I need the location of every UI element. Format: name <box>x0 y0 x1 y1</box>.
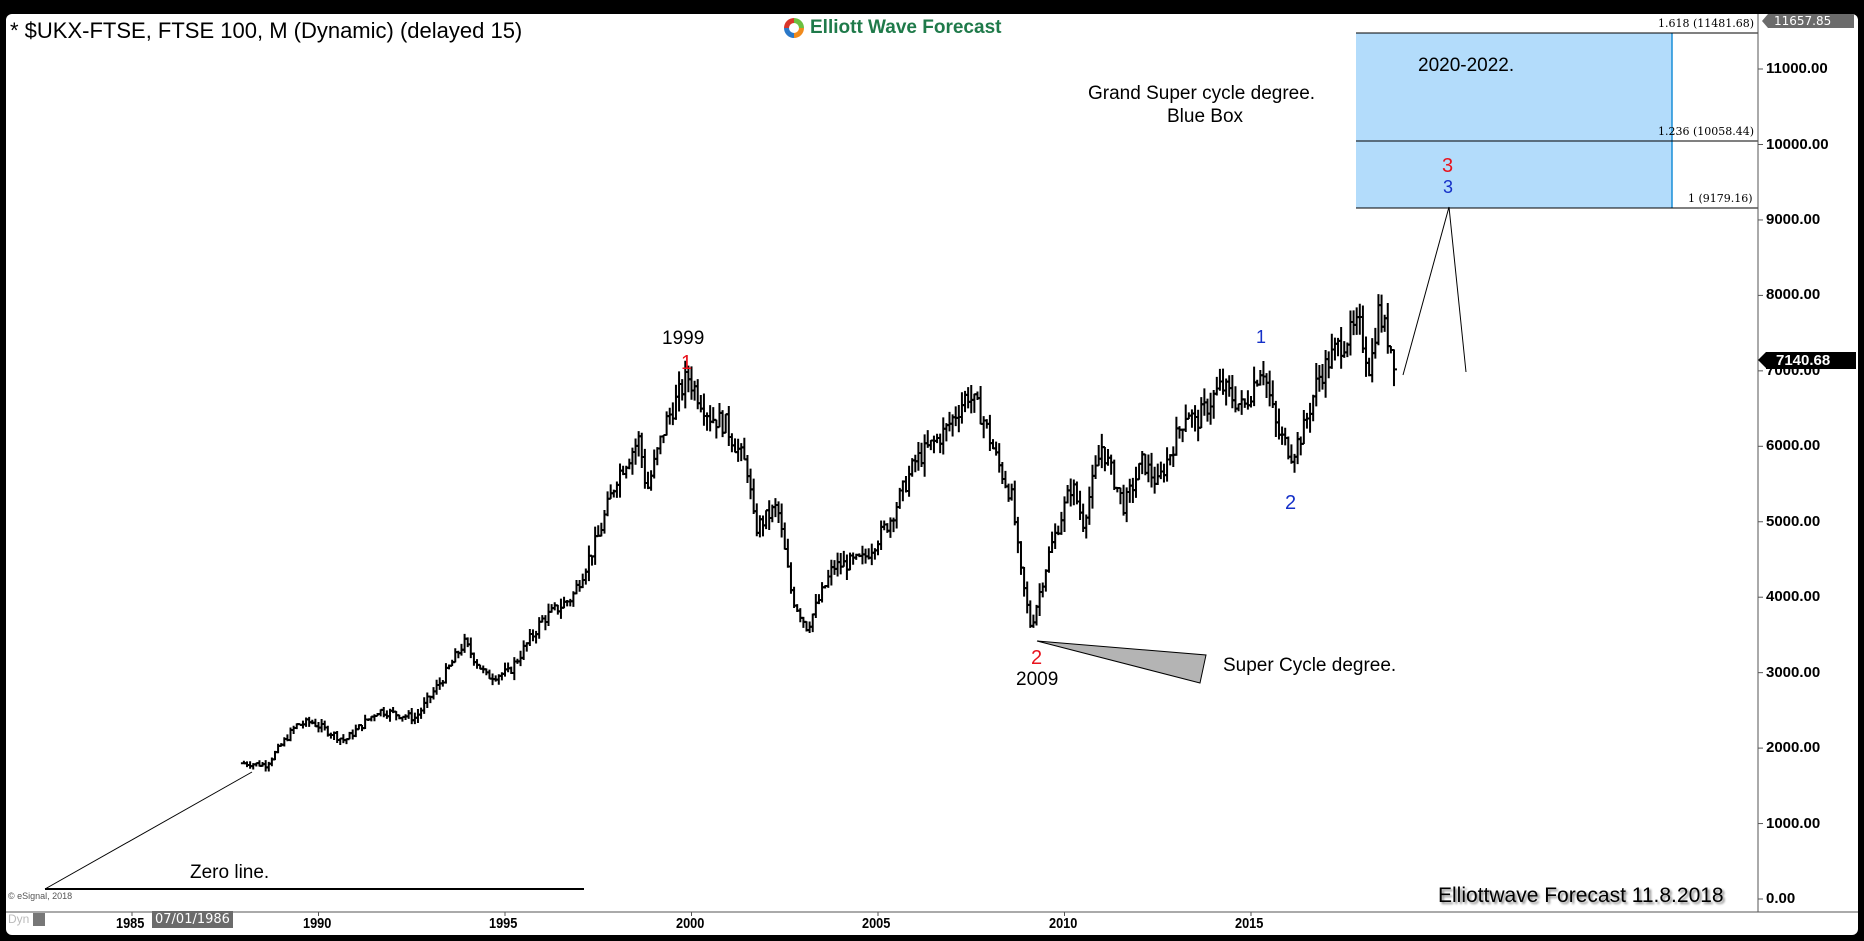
y-axis-label: 11000.00 <box>1766 60 1828 78</box>
fib-1-label: 1 (9179.16) <box>1688 192 1753 205</box>
wave-red-3: 3 <box>1442 155 1454 177</box>
wave-blue-1: 1 <box>1256 327 1267 347</box>
chart-window: * $UKX-FTSE, FTSE 100, M (Dynamic) (dela… <box>6 14 1858 935</box>
chart-title: * $UKX-FTSE, FTSE 100, M (Dynamic) (dela… <box>10 18 523 43</box>
x-axis-label: 2000 <box>675 915 704 932</box>
fib-1618-label: 1.618 (11481.68) <box>1658 17 1755 30</box>
wave-red-2: 2 <box>1031 647 1043 669</box>
wave-red-1: 1 <box>681 352 693 374</box>
y-axis-label: 6000.00 <box>1766 437 1821 455</box>
price-bars <box>240 294 1397 772</box>
super-cycle-label: Super Cycle degree. <box>1223 655 1397 676</box>
x-axis-label: 1985 <box>116 915 145 932</box>
y-axis-label: 0.00 <box>1766 890 1796 907</box>
zero-line-label: Zero line. <box>190 862 270 883</box>
y-axis-label: 1000.00 <box>1766 814 1821 832</box>
x-axis-label: 2005 <box>862 915 891 932</box>
x-axis-label: 2010 <box>1048 915 1077 932</box>
wave-blue-2: 2 <box>1285 492 1297 514</box>
y-axis-label: 8000.00 <box>1766 286 1821 304</box>
dyn-label: Dyn <box>8 912 30 926</box>
year-1999-label: 1999 <box>662 328 705 349</box>
x-axis-label: 1990 <box>302 915 331 932</box>
y-axis-label: 3000.00 <box>1766 663 1821 681</box>
target-years-label: 2020-2022. <box>1418 55 1515 76</box>
super-cycle-wedge <box>1036 640 1207 684</box>
price-chart[interactable] <box>6 14 1858 935</box>
high-price-tag: 11657.85 <box>1762 14 1854 28</box>
x-axis-label: 2015 <box>1235 915 1264 932</box>
last-price-tag: 7140.68 <box>1758 352 1856 369</box>
y-axis-label: 10000.00 <box>1766 135 1829 153</box>
x-axis-ticks <box>131 912 1252 916</box>
fib-1236-label: 1.236 (10058.44) <box>1658 125 1755 138</box>
y-axis-label: 5000.00 <box>1766 512 1821 530</box>
zero-line-leg <box>44 771 253 890</box>
copyright-text: © eSignal, 2018 <box>8 891 73 901</box>
blue-box-target <box>1356 33 1672 208</box>
grand-super-cycle-label: Grand Super cycle degree. <box>1088 83 1316 104</box>
x-axis-label: 1995 <box>489 915 518 932</box>
y-axis-label: 4000.00 <box>1766 588 1821 606</box>
lock-icon[interactable] <box>33 912 46 926</box>
logo-icon <box>784 18 804 38</box>
wave-3-projection <box>1402 206 1467 376</box>
brand-logo: Elliott Wave Forecast <box>782 16 1001 40</box>
wave-blue-3: 3 <box>1443 177 1454 197</box>
y-axis-label: 9000.00 <box>1766 210 1821 228</box>
y-axis-label: 2000.00 <box>1766 739 1821 757</box>
blue-box-label: Blue Box <box>1167 106 1244 127</box>
footer-watermark: Elliottwave Forecast 11.8.2018 <box>1438 884 1724 907</box>
logo-text: Elliott Wave Forecast <box>810 17 1002 38</box>
dyn-toggle[interactable]: Dyn <box>8 912 46 926</box>
cursor-date-tag: 07/01/1986 <box>152 911 233 928</box>
y-axis-ticks <box>1758 68 1763 900</box>
year-2009-label: 2009 <box>1016 669 1059 690</box>
